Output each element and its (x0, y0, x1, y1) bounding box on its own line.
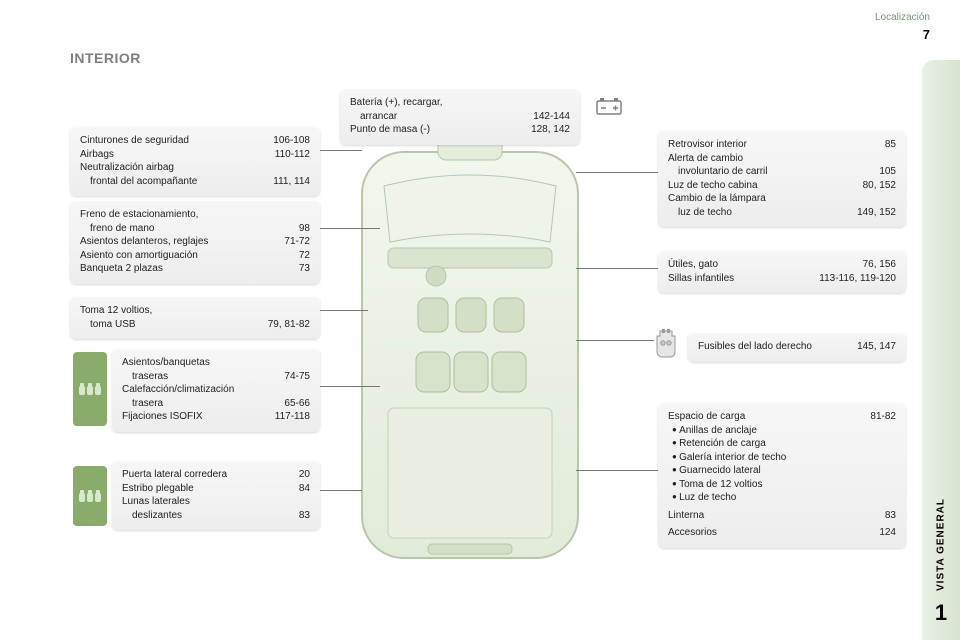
page-ref: 83 (299, 509, 310, 523)
page-ref: 128, 142 (531, 123, 570, 137)
box-safety: Cinturones de seguridad 106-108 Airbags 110… (70, 126, 320, 196)
box-fuses: Fusibles del lado derecho 145, 147 (688, 332, 906, 362)
item-label: Útiles, gato (668, 258, 853, 272)
box-parking: Freno de estacionamiento,freno de mano 98… (70, 200, 320, 284)
item-label: toma USB (80, 318, 258, 332)
page-ref: 124 (879, 526, 896, 540)
manual-page: Localización 7 INTERIOR VISTA GENERAL 1 (0, 0, 960, 640)
item-label: Asiento con amortiguación (80, 249, 289, 263)
page-ref: 110-112 (275, 148, 310, 162)
item-label: Cinturones de seguridad (80, 134, 263, 148)
item-label: Retrovisor interior (668, 138, 875, 152)
page-ref: 80, 152 (863, 179, 896, 193)
item-label: Asientos delanteros, reglajes (80, 235, 274, 249)
chapter-number: 1 (922, 600, 960, 626)
page-ref: 98 (299, 222, 310, 236)
item-label: Fijaciones ISOFIX (122, 410, 265, 424)
page-ref: 85 (885, 138, 896, 152)
page-ref: 142-144 (533, 110, 570, 124)
item-label: frontal del acompañante (80, 175, 263, 189)
item-label: Lunas laterales (122, 495, 300, 509)
cargo-bullet: Luz de techo (672, 491, 896, 505)
battery-icon (595, 92, 623, 120)
box-battery: Batería (+), recargar,arrancar 142-144 Pun… (340, 88, 580, 145)
page-ref: 149, 152 (857, 206, 896, 220)
page-ref: 145, 147 (857, 340, 896, 354)
cargo-bullet: Toma de 12 voltios (672, 478, 896, 492)
page-ref: 72 (299, 249, 310, 263)
page-ref: 73 (299, 262, 310, 276)
page-ref: 83 (885, 509, 896, 523)
cargo-bullet: Galería interior de techo (672, 451, 896, 465)
item-label: Puerta lateral corredera (122, 468, 289, 482)
box-mirror: Retrovisor interior 85Alerta de cambioinv… (658, 130, 906, 227)
fuse-icon (652, 330, 680, 358)
vehicle-diagram (350, 130, 590, 570)
item-label: arrancar (350, 110, 523, 124)
page-title: INTERIOR (70, 50, 141, 66)
rear-seats-tab-icon (73, 352, 107, 426)
item-label: Freno de estacionamiento, (80, 208, 300, 222)
item-label: Batería (+), recargar, (350, 96, 560, 110)
page-ref: 71-72 (284, 235, 310, 249)
item-label: trasera (122, 397, 274, 411)
item-label: Calefacción/climatización (122, 383, 300, 397)
cargo-bullet: Anillas de anclaje (672, 424, 896, 438)
item-label: Luz de techo cabina (668, 179, 853, 193)
item-label: Sillas infantiles (668, 272, 809, 286)
page-ref: 65-66 (284, 397, 310, 411)
chapter-sidebar: VISTA GENERAL 1 (922, 60, 960, 640)
page-ref: 117-118 (275, 410, 310, 424)
page-ref: 74-75 (284, 370, 310, 384)
item-label: involuntario de carril (668, 165, 869, 179)
item-label: Cambio de la lámpara (668, 192, 886, 206)
cargo-bullets: Anillas de anclajeRetención de cargaGale… (668, 424, 896, 505)
cargo-bullet: Retención de carga (672, 437, 896, 451)
page-header: Localización 7 (875, 12, 930, 42)
item-label: Espacio de carga (668, 410, 860, 424)
item-label: Toma 12 voltios, (80, 304, 300, 318)
item-label: Alerta de cambio (668, 152, 886, 166)
page-ref: 106-108 (273, 134, 310, 148)
page-ref: 79, 81-82 (268, 318, 310, 332)
chapter-label: VISTA GENERAL (936, 498, 947, 591)
cargo-bullet: Guarnecido lateral (672, 464, 896, 478)
item-label: Neutralización airbag (80, 161, 300, 175)
item-label: Banqueta 2 plazas (80, 262, 289, 276)
item-label: Accesorios (668, 526, 869, 540)
page-ref: 81-82 (870, 410, 896, 424)
page-ref: 105 (879, 165, 896, 179)
box-door: Puerta lateral corredera 20 Estribo plegab… (112, 460, 320, 530)
page-ref: 76, 156 (863, 258, 896, 272)
page-ref: 111, 114 (273, 175, 310, 189)
page-number: 7 (875, 27, 930, 42)
page-ref: 84 (299, 482, 310, 496)
item-label: Fusibles del lado derecho (698, 340, 847, 354)
item-label: Linterna (668, 509, 875, 523)
page-ref: 20 (299, 468, 310, 482)
item-label: Punto de masa (-) (350, 123, 521, 137)
box-rearseats: Asientos/banquetastraseras 74-75Calefacci… (112, 348, 320, 432)
item-label: Asientos/banquetas (122, 356, 300, 370)
page-ref: 113-116, 119-120 (819, 272, 896, 286)
item-label: Estribo plegable (122, 482, 289, 496)
box-tools: Útiles, gato 76, 156 Sillas infantiles 113-… (658, 250, 906, 293)
item-label: luz de techo (668, 206, 847, 220)
section-name: Localización (875, 12, 930, 23)
door-tab-icon (73, 466, 107, 526)
box-cargo: Espacio de carga 81-82Anillas de anclajeR… (658, 402, 906, 548)
item-label: traseras (122, 370, 274, 384)
box-socket: Toma 12 voltios,toma USB 79, 81-82 (70, 296, 320, 339)
item-label: Airbags (80, 148, 265, 162)
item-label: deslizantes (122, 509, 289, 523)
item-label: freno de mano (80, 222, 289, 236)
